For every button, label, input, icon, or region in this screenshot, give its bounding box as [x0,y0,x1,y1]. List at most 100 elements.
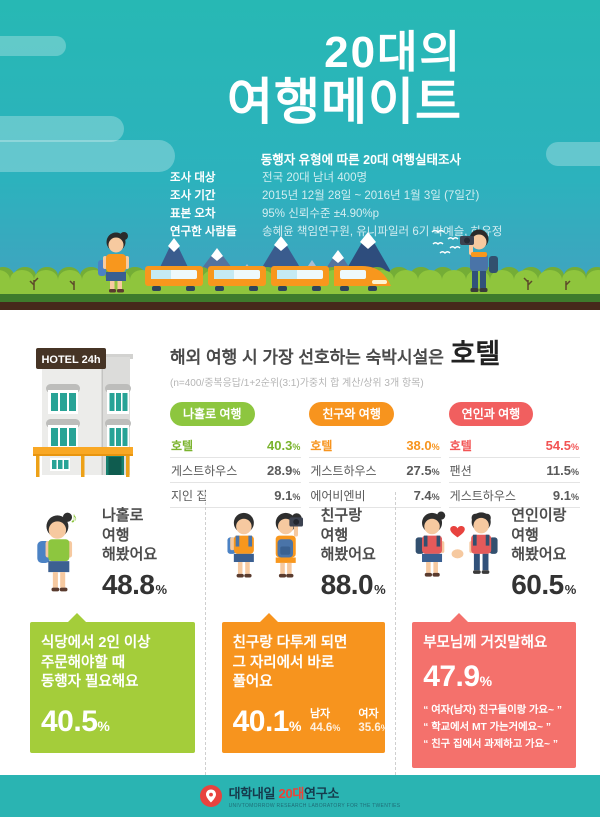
card-solo-travel: ♪ 나홀로 여행 해봤어요 48.8% [14,492,205,775]
callout-text: 친구랑 다투게 되면 그 자리에서 바로 풀어요 [232,635,348,691]
survey-value: 95% 신뢰수준 ±4.90%p [262,208,380,220]
card-stat: 88.0% [321,569,386,601]
row-label: 게스트하우스 [171,464,238,478]
cloud-icon [0,36,66,56]
card-headline: 연인이랑 여행 해봤어요 [511,507,567,563]
row-label: 호텔 [449,439,472,453]
hotel-windows [46,384,131,449]
quote-list: “ 여자(남자) 친구들이랑 가요~ ” “ 학교에서 MT 가는거에요~ ” … [423,703,565,754]
percent-sign: % [97,717,110,734]
solo-girl-illustration: ♪ [37,511,78,592]
card-head: 연인이랑 여행 해봤어요 60.5% [412,502,576,602]
callout-text: 식당에서 2인 이상 주문해야할 때 동행자 필요해요 [41,635,151,691]
quote-item: “ 친구 집에서 과제하고 가요~ ” [423,738,559,750]
survey-row: 표본 오차 95% 신뢰수준 ±4.90%p [170,205,502,223]
row-value: 27.5 [406,463,432,478]
birds-icon [431,229,461,254]
card-head: ♪ 나홀로 여행 해봤어요 48.8% [30,502,195,602]
percent-sign: % [292,492,301,502]
survey-row: 조사 대상 전국 20대 남녀 400명 [170,169,502,187]
accommodation-content: 해외 여행 시 가장 선호하는 숙박시설은 호텔 (n=400/중복응답/1+2… [170,332,580,508]
survey-value: 2015년 12월 28일 ~ 2016년 1월 3일 (7일간) [262,190,480,202]
percent-sign: % [155,581,168,597]
hotel-sign: HOTEL 24h [36,348,106,369]
callout-stat: 40.5% [41,705,184,739]
table-row: 호텔 54.5% [448,433,580,458]
title-line-1: 20대의 [324,28,462,77]
survey-label: 조사 기간 [170,190,216,202]
callout-box-couple: 부모님께 거짓말해요 47.9% “ 여자(남자) 친구들이랑 가요~ ” “ … [412,613,576,768]
card-head: 친구랑 여행 해봤어요 88.0% [222,502,386,602]
survey-meta: 조사 대상 전국 20대 남녀 400명 조사 기간 2015년 12월 28일… [170,169,502,241]
percent-sign: % [564,581,577,597]
row-label: 호텔 [171,439,194,453]
quote-item: “ 학교에서 MT 가는거에요~ ” [423,721,552,733]
gender-value: 44.6 [309,722,333,735]
survey-row: 연구한 사람들 송혜윤 책임연구원, 유니파일러 6기 박예슬, 하유정 [170,223,502,241]
card-headline: 친구랑 여행 해봤어요 [320,507,376,563]
hotel-entrance [33,447,133,477]
row-value: 28.9 [267,463,293,478]
percent-sign: % [570,467,579,477]
percent-sign: % [380,723,389,734]
brand-prefix: 대학내일 [228,786,279,801]
table-row: 게스트하우스 9.1% [448,483,580,508]
percent-sign: % [479,672,492,689]
row-value: 38.0 [406,438,432,453]
brand-tagline: UNIVTOMORROW RESEARCH LABORATORY FOR THE… [228,803,401,809]
stat-value: 88.0 [320,568,374,600]
hiker-girl-illustration [98,232,129,293]
table-row: 게스트하우스 27.5% [309,458,441,483]
row-value: 54.5 [545,438,571,453]
experience-cards-section: ♪ 나홀로 여행 해봤어요 48.8% [14,492,586,775]
row-value: 40.3 [267,438,293,453]
stat-value: 47.9 [423,659,480,693]
percent-sign: % [570,492,579,502]
table-row: 팬션 11.5% [448,458,580,483]
gender-stat-male: 남자 44.6% [310,708,340,739]
accommodation-groups: 나홀로 여행 호텔 40.3% 게스트하우스 28.9% 지인 집 9.1% [170,402,580,508]
subtitle: 동행자 유형에 따른 20대 여행실태조사 [260,153,461,167]
ranking-table: 호텔 38.0% 게스트하우스 27.5% 에어비엔비 7.4% [309,433,441,508]
hotel-building-illustration: HOTEL 24h [33,348,133,477]
heart-icon [450,526,465,538]
survey-row: 조사 기간 2015년 12월 28일 ~ 2016년 1월 3일 (7일간) [170,187,502,205]
holding-hands [451,549,464,559]
percent-sign: % [374,581,386,597]
gender-label: 남자 [309,707,331,720]
row-label: 게스트하우스 [310,464,377,478]
card-couple-travel: 연인이랑 여행 해봤어요 60.5% 부모님께 거짓말해요 47.9% “ 여자… [395,492,586,775]
survey-value: 송혜윤 책임연구원, 유니파일러 6기 박예슬, 하유정 [262,226,503,238]
ranking-table: 호텔 40.3% 게스트하우스 28.9% 지인 집 9.1% [170,433,302,508]
row-label: 지인 집 [171,489,208,503]
row-label: 호텔 [310,439,333,453]
train-illustration [145,266,391,291]
percent-sign: % [431,442,440,452]
music-note-icon: ♪ [70,511,77,527]
survey-value: 전국 20대 남녀 400명 [262,172,368,184]
brand-name: 대학내일 20대연구소 [229,783,401,802]
friends-illustration [227,512,303,578]
cloud-icon [0,140,175,172]
group-badge: 연인과 여행 [448,402,534,426]
page-title: 20대의 여행메이트 [227,28,462,129]
card-headline: 나홀로 여행 해봤어요 [102,507,158,563]
row-value: 7.4 [413,488,432,503]
stat-value: 40.1 [232,704,290,738]
table-row: 호텔 40.3% [170,433,302,458]
header-section: 20대의 여행메이트 동행자 유형에 따른 20대 여행실태조사 조사 대상 전… [0,0,600,310]
percent-sign: % [288,717,301,734]
table-row: 지인 집 9.1% [170,483,302,508]
twig-icon [29,277,571,290]
stat-value: 48.8 [102,568,155,600]
row-label: 팬션 [449,464,472,478]
callout-text: 부모님께 거짓말해요 [423,635,548,651]
row-label: 에어비엔비 [310,489,366,503]
ground-soil [0,302,600,310]
headline-prefix: 해외 여행 시 가장 선호하는 숙박시설은 [170,348,444,367]
quote-item: “ 여자(남자) 친구들이랑 가요~ ” [423,704,563,716]
brand-highlight: 20대 [278,786,305,801]
gender-label: 여자 [358,707,379,720]
percent-sign: % [431,492,440,502]
percent-sign: % [570,442,579,452]
